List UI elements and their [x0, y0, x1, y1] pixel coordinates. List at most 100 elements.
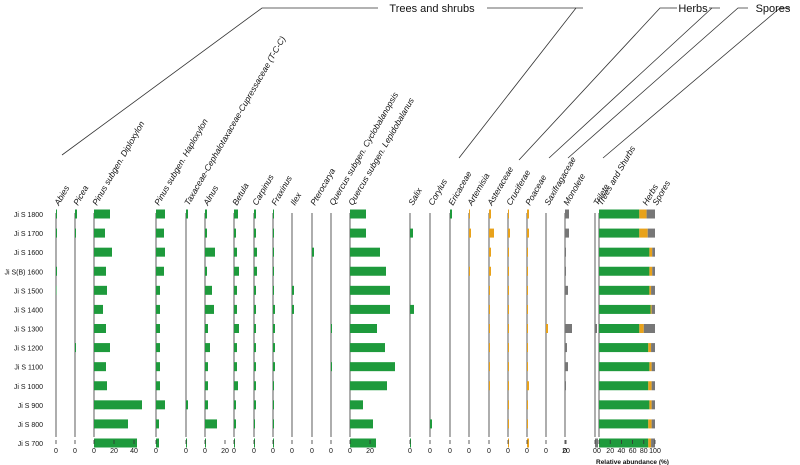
bar-alnus [205, 362, 208, 372]
bar-monolete [565, 228, 569, 238]
summary-tick-label: 40 [618, 448, 626, 455]
group-leader-line [602, 7, 790, 159]
bar-cruciferae [508, 304, 509, 314]
bar-poaceae [527, 419, 528, 429]
x-tick-label: 20 [110, 448, 118, 455]
sample-label: Ji S 1500 [14, 288, 43, 295]
bar-carpinus [254, 247, 257, 257]
x-tick-label: 20 [221, 448, 229, 455]
taxon-label: Pinus subgen. Haploxylon [152, 117, 210, 207]
bar-ericaceae [450, 209, 452, 219]
summary-trees-bar [599, 343, 649, 353]
bar-alnus [205, 285, 212, 295]
bar-trilete [595, 324, 597, 333]
x-tick-label: 20 [562, 448, 570, 455]
x-tick-label: 0 [329, 448, 333, 455]
summary-trees-bar [599, 400, 650, 410]
bar-fraxinus [273, 266, 274, 276]
bar-alnus [205, 304, 214, 314]
bar-poaceae [527, 247, 528, 257]
bar-taxaceae-cephalotaxaceae-cupressaceae-t-c-c [186, 400, 188, 410]
bar-alnus [205, 209, 207, 219]
bar-salix [410, 304, 414, 314]
bar-carpinus [254, 324, 256, 333]
summary-spores-bar [651, 343, 655, 353]
bar-cruciferae [508, 209, 509, 219]
summary-trees-bar [599, 285, 650, 295]
bar-ilex [292, 285, 294, 295]
bar-pinus-subgen-diploxylon [94, 343, 110, 353]
bar-quercus-subgen-lepidobalanus [350, 209, 366, 219]
bar-pinus-subgen-haploxylon [156, 228, 164, 238]
bar-taxaceae-cephalotaxaceae-cupressaceae-t-c-c [186, 209, 188, 219]
sample-label: Ji S 900 [18, 403, 43, 410]
summary-trees-bar [599, 228, 640, 238]
summary-herbs-bar [649, 362, 652, 372]
bar-alnus [205, 400, 208, 410]
sample-label: Ji S 1200 [14, 346, 43, 353]
bar-betula [234, 285, 237, 295]
summary-spores-bar [651, 419, 655, 429]
bar-monolete [565, 247, 566, 257]
x-tick-label: 0 [184, 448, 188, 455]
bar-quercus-subgen-lepidobalanus [350, 304, 390, 314]
bar-betula [234, 343, 237, 353]
summary-herbs-bar [650, 304, 652, 314]
bar-pinus-subgen-diploxylon [94, 400, 142, 410]
bar-fraxinus [273, 400, 274, 410]
bar-quercus-subgen-lepidobalanus [350, 285, 390, 295]
bar-poaceae [527, 324, 528, 333]
bar-betula [234, 304, 237, 314]
bar-monolete [565, 285, 568, 295]
bar-salix [410, 438, 411, 448]
bar-pinus-subgen-haploxylon [156, 362, 160, 372]
bar-carpinus [254, 419, 255, 429]
group-label-herbs: Herbs [678, 3, 708, 15]
summary-tick-label: 0 [597, 448, 601, 455]
taxon-label: Alnus [201, 183, 221, 208]
group-label-trees-shrubs: Trees and shrubs [389, 3, 475, 15]
x-tick-label: 0 [348, 448, 352, 455]
bar-artemisia [469, 266, 470, 276]
bar-fraxinus [273, 438, 274, 448]
bar-poaceae [527, 400, 528, 410]
bar-pinus-subgen-haploxylon [156, 324, 160, 333]
bar-carpinus [254, 381, 256, 391]
bar-asteraceae [489, 381, 490, 391]
bar-cruciferae [508, 362, 509, 372]
bar-pinus-subgen-haploxylon [156, 266, 164, 276]
bar-carpinus [254, 266, 257, 276]
bar-pinus-subgen-diploxylon [94, 324, 106, 333]
x-tick-label: 0 [487, 448, 491, 455]
bar-poaceae [527, 285, 528, 295]
sample-label: Ji S(B) 1600 [4, 269, 43, 276]
bar-quercus-subgen-lepidobalanus [350, 400, 363, 410]
bar-fraxinus [273, 247, 274, 257]
x-tick-label: 0 [467, 448, 471, 455]
bar-fraxinus [273, 228, 274, 238]
bar-pinus-subgen-diploxylon [94, 304, 103, 314]
bar-poaceae [527, 304, 528, 314]
summary-spores-bar [652, 266, 655, 276]
summary-tick-label: 100 [649, 448, 661, 455]
bar-quercus-subgen-lepidobalanus [350, 266, 386, 276]
summary-trees-bar [599, 247, 650, 257]
x-tick-label: 20 [366, 448, 374, 455]
x-tick-label: 0 [92, 448, 96, 455]
bar-pinus-subgen-diploxylon [94, 228, 105, 238]
bar-carpinus [254, 209, 256, 219]
bar-abies [56, 266, 57, 276]
bar-quercus-subgen-lepidobalanus [350, 343, 385, 353]
bar-salix [410, 228, 413, 238]
summary-herbs-bar [639, 228, 648, 238]
taxon-label: Ilex [288, 190, 304, 207]
taxon-label: Betula [230, 181, 251, 207]
bar-betula [234, 209, 238, 219]
bar-alnus [205, 324, 208, 333]
bar-cruciferae [508, 266, 509, 276]
bar-monolete [565, 324, 572, 333]
summary-herbs-bar [649, 247, 653, 257]
bar-betula [234, 362, 237, 372]
x-tick-label: 0 [525, 448, 529, 455]
summary-herbs-bar [649, 266, 653, 276]
